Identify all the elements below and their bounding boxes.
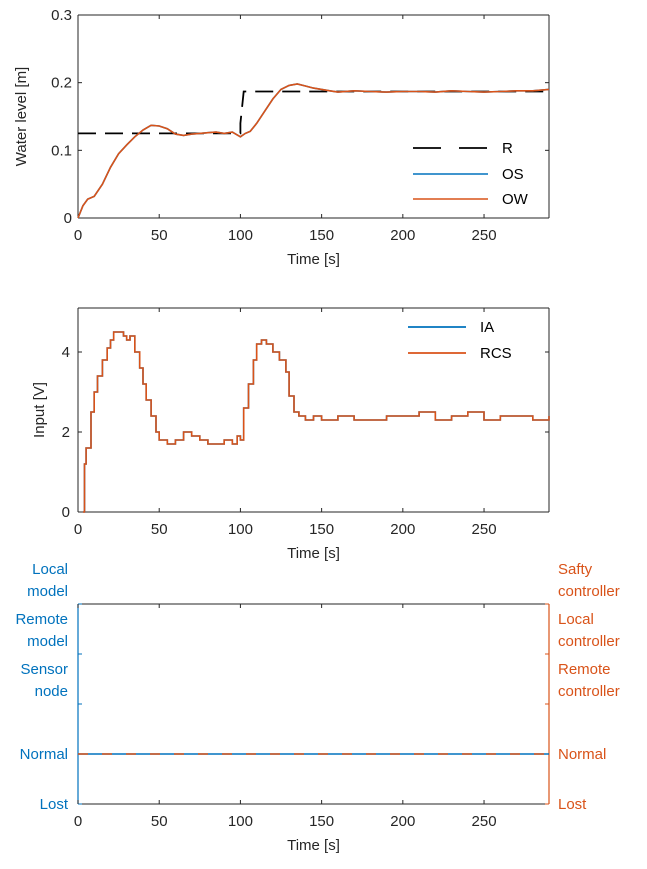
x-tick-label: 200 (390, 813, 415, 830)
chart2-plot-area (78, 308, 549, 512)
left-tick-label: node (35, 683, 68, 700)
x-tick-label: 0 (74, 813, 82, 830)
y-tick-label: 0.2 (51, 75, 72, 92)
y-tick-label: 0.3 (51, 7, 72, 24)
series-line-ow (77, 83, 550, 219)
right-tick-label: Normal (558, 746, 606, 763)
left-tick-label: Local (32, 561, 68, 578)
right-tick-label: Local (558, 611, 594, 628)
x-tick-label: 150 (309, 521, 334, 538)
water-level-chart: 0 0.1 0.2 0.3 0 50 100 150 200 250 Time [s] Water l… (13, 7, 550, 268)
y-tick-label: 0 (64, 210, 72, 227)
x-tick-label: 0 (74, 227, 82, 244)
y-tick-label: 0.1 (51, 142, 72, 159)
right-tick-label: Lost (558, 796, 587, 813)
mode-chart: Lost Normal Sensor node Remote model Local mode… (15, 561, 619, 854)
right-tick-label: controller (558, 683, 620, 700)
x-tick-label: 200 (390, 227, 415, 244)
x-axis-label: Time [s] (287, 545, 340, 562)
chart1-legend: R OS OW (413, 140, 529, 208)
left-tick-label: Normal (20, 746, 68, 763)
legend-label-r: R (502, 140, 513, 157)
left-tick-label: Lost (40, 796, 69, 813)
left-tick-label: Sensor (20, 661, 68, 678)
left-tick-label: model (27, 583, 68, 600)
x-tick-label: 200 (390, 521, 415, 538)
x-tick-label: 250 (472, 521, 497, 538)
legend-label-os: OS (502, 166, 524, 183)
x-tick-label: 0 (74, 521, 82, 538)
x-tick-label: 100 (228, 521, 253, 538)
series-line-rcs (82, 331, 550, 513)
right-tick-label: Safty (558, 561, 593, 578)
y-tick-label: 4 (62, 344, 70, 361)
x-tick-label: 50 (151, 521, 168, 538)
right-tick-label: controller (558, 583, 620, 600)
x-tick-label: 150 (309, 227, 334, 244)
chart2-legend: IA RCS (408, 319, 512, 362)
left-tick-label: Remote (15, 611, 68, 628)
x-axis-label: Time [s] (287, 251, 340, 268)
y-tick-label: 0 (62, 504, 70, 521)
x-tick-label: 50 (151, 813, 168, 830)
x-axis-label: Time [s] (287, 837, 340, 854)
chart3-plot-area (78, 604, 549, 804)
input-voltage-chart: 0 2 4 0 50 100 150 200 250 Time [s] Input [V] IA RCS (31, 307, 550, 562)
x-tick-label: 250 (472, 813, 497, 830)
x-tick-label: 150 (309, 813, 334, 830)
legend-label-ia: IA (480, 319, 494, 336)
y-axis-label: Water level [m] (13, 67, 30, 166)
right-tick-label: controller (558, 633, 620, 650)
legend-label-rcs: RCS (480, 345, 512, 362)
left-tick-label: model (27, 633, 68, 650)
x-tick-label: 100 (228, 227, 253, 244)
right-tick-label: Remote (558, 661, 611, 678)
x-tick-label: 250 (472, 227, 497, 244)
y-tick-label: 2 (62, 424, 70, 441)
y-axis-label: Input [V] (31, 382, 48, 438)
x-tick-label: 50 (151, 227, 168, 244)
legend-label-ow: OW (502, 191, 529, 208)
x-tick-label: 100 (228, 813, 253, 830)
chart1-plot-area (78, 15, 549, 218)
